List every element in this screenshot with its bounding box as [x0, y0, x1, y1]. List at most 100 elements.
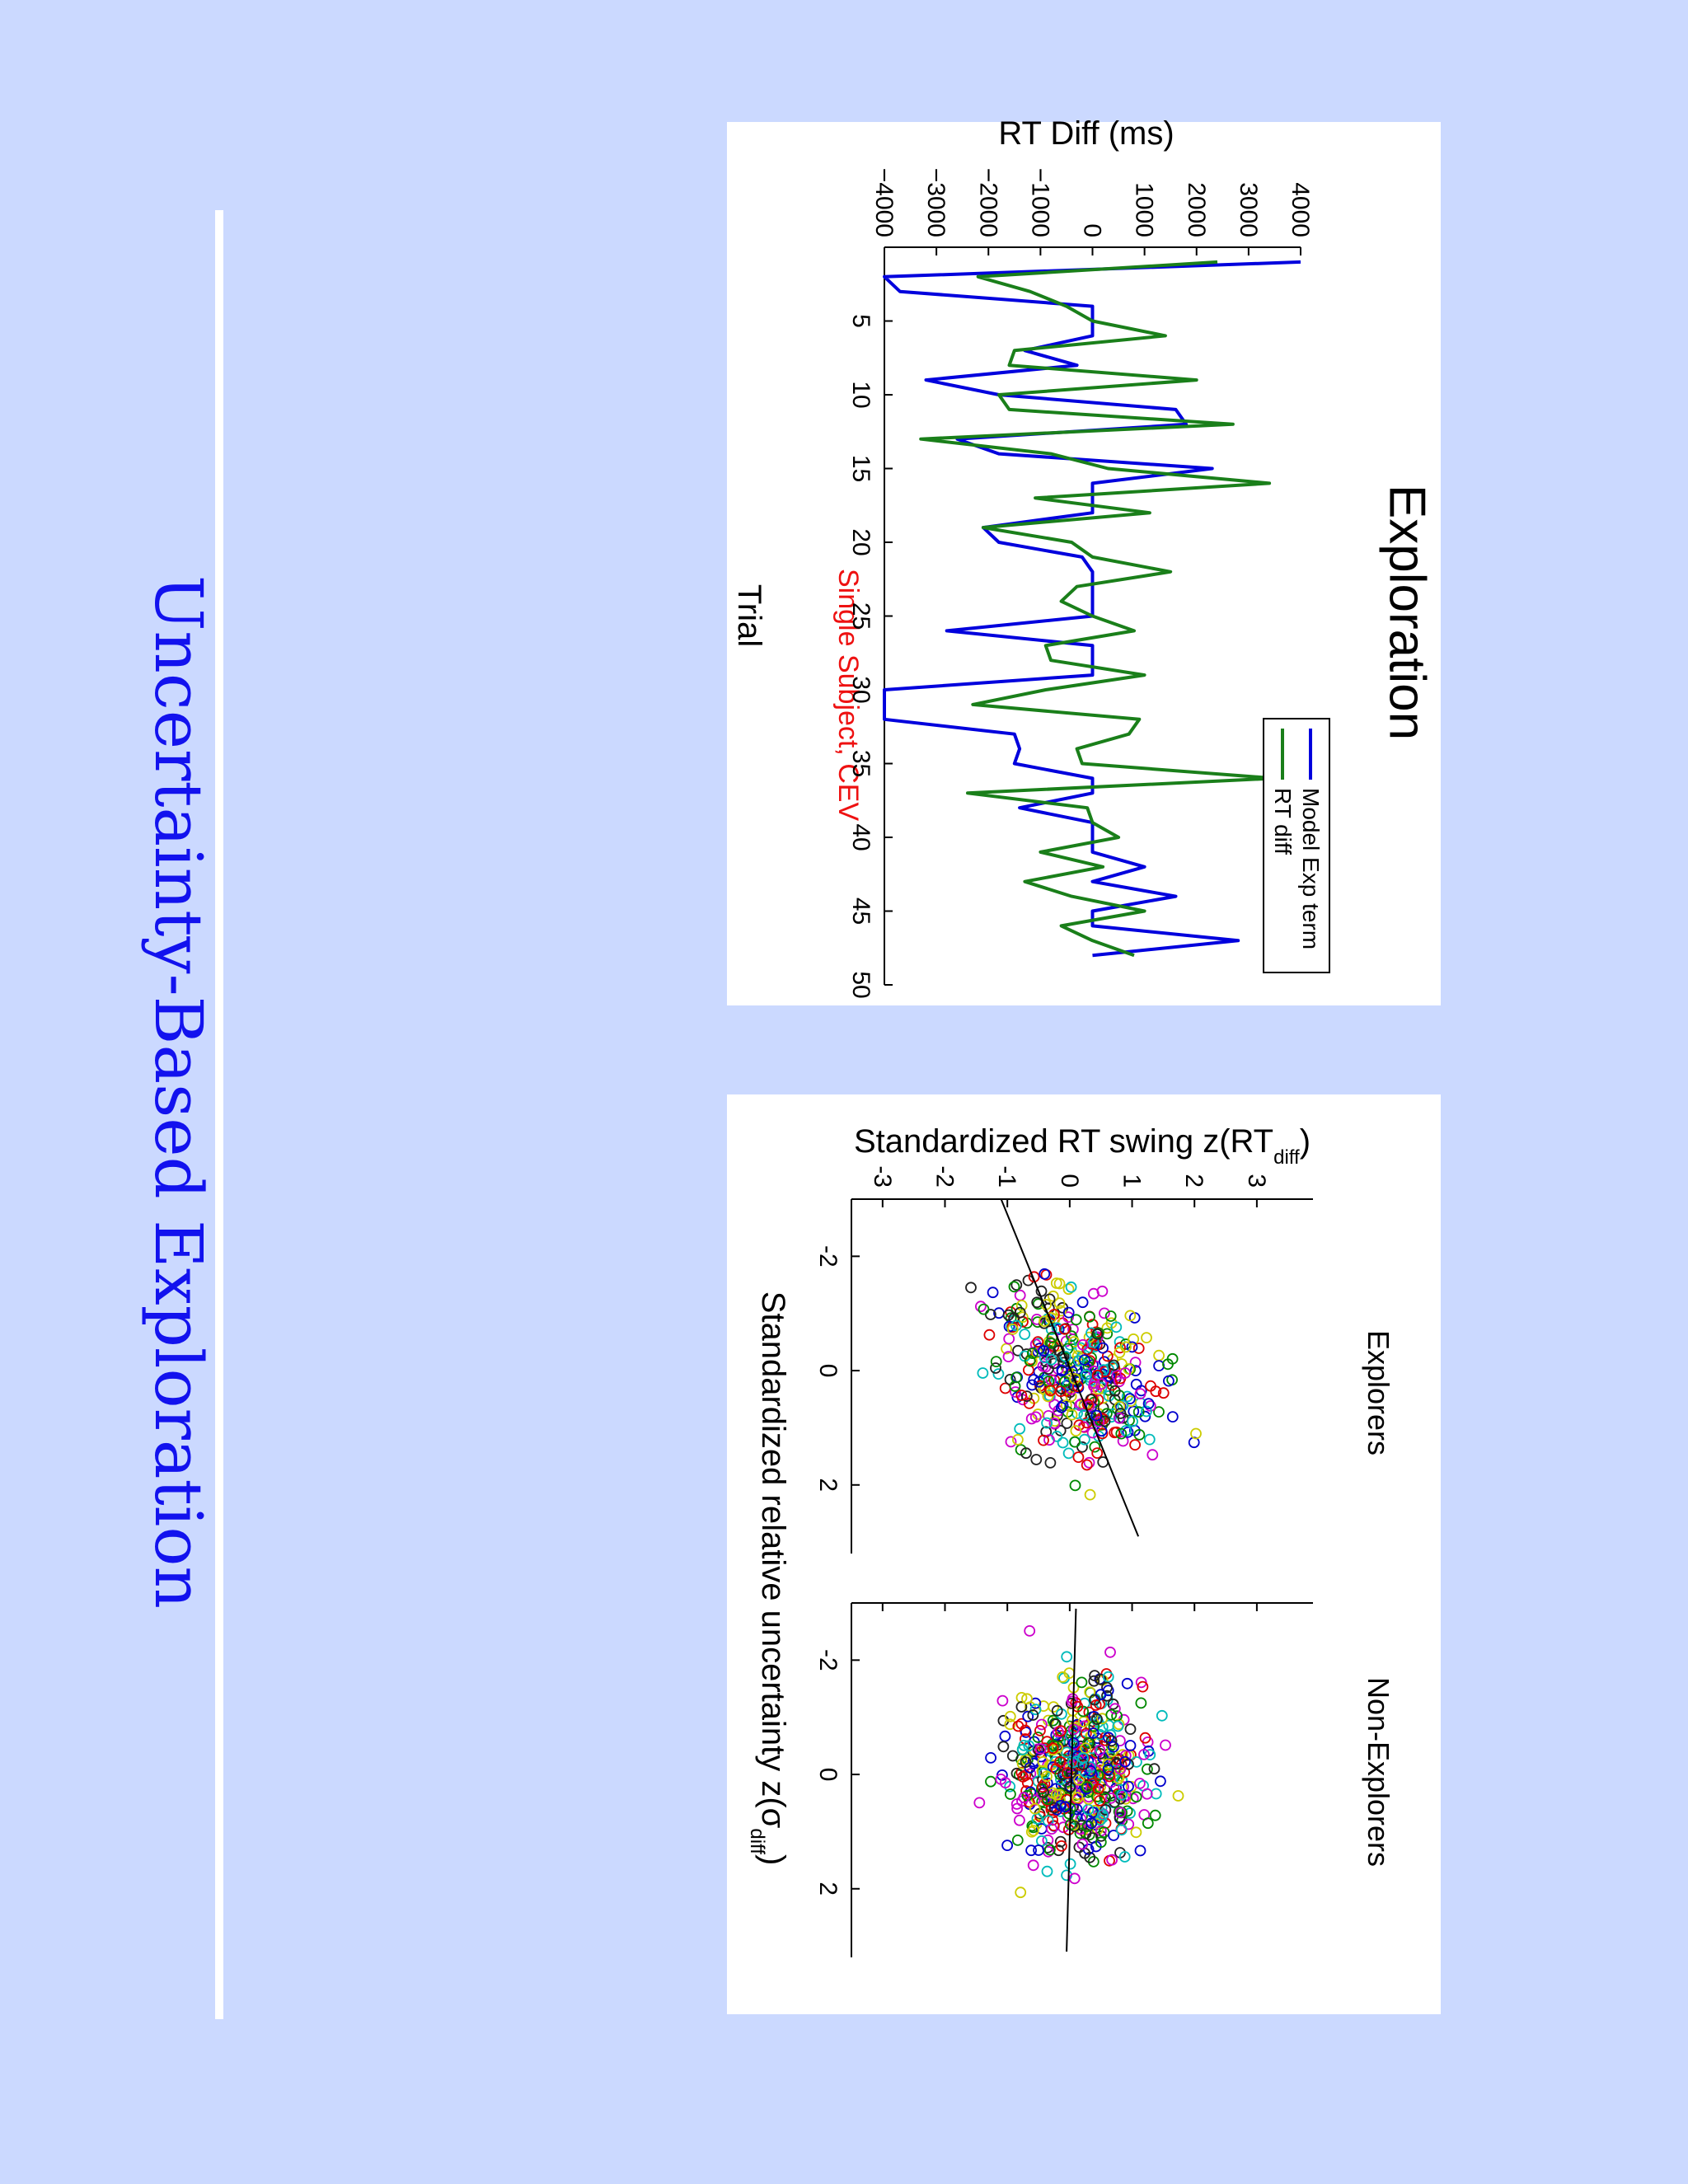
scatter-point: [1053, 1344, 1065, 1357]
non-explorers-points: [973, 1625, 1184, 1899]
explorers-points: [965, 1268, 1202, 1501]
scatter-point: [1039, 1268, 1051, 1280]
scatter-point: [1050, 1788, 1062, 1801]
scatter-point: [1121, 1805, 1133, 1817]
scatter-point: [1038, 1434, 1049, 1446]
scatter-point: [1105, 1735, 1118, 1747]
scatter-point: [1051, 1704, 1063, 1717]
scatter-point: [1067, 1380, 1080, 1392]
legend-box: [1263, 718, 1330, 973]
scatter-point: [1141, 1405, 1152, 1418]
y-tick-label: 4000: [1287, 182, 1314, 237]
scatter-point: [1041, 1770, 1053, 1783]
facet-title-non-explorers: Non-Explorers: [1362, 1677, 1395, 1867]
scatter-point: [1093, 1327, 1104, 1339]
scatter-point: [1114, 1811, 1126, 1824]
scatter-point: [1081, 1781, 1093, 1793]
scatter-point: [1061, 1418, 1073, 1429]
legend-label-rt-diff: RT diff: [1270, 788, 1296, 855]
scatter-point: [999, 1777, 1011, 1789]
scatter-point: [1077, 1338, 1089, 1351]
scatter-point: [1120, 1341, 1132, 1353]
scatter-point: [1065, 1730, 1076, 1742]
scatter-point: [1110, 1321, 1123, 1333]
scatter-point: [1123, 1818, 1135, 1830]
scatter-y-label-main: Standardized RT swing z(RT: [854, 1123, 1273, 1160]
scatter-point: [1132, 1343, 1145, 1354]
scatter-point: [1027, 1347, 1039, 1359]
scatter-x-tick-label: 2: [814, 1882, 842, 1896]
scatter-point: [1114, 1413, 1126, 1424]
scatter-point: [1056, 1840, 1067, 1852]
scatter-point: [1100, 1793, 1112, 1804]
scatter-point: [1091, 1328, 1104, 1340]
scatter-point: [1101, 1350, 1114, 1362]
scatter-point: [1072, 1451, 1085, 1463]
scatter-point: [1109, 1703, 1121, 1715]
scatter-point: [1076, 1676, 1088, 1689]
scatter-point: [1084, 1310, 1095, 1323]
scatter-point: [1053, 1277, 1066, 1290]
scatter-y-tick-label: 3: [1243, 1174, 1270, 1188]
scatter-point: [1112, 1720, 1124, 1732]
scatter-point: [1012, 1720, 1025, 1732]
scatter-point: [1002, 1309, 1015, 1321]
scatter-point: [1085, 1761, 1096, 1773]
scatter-point: [1124, 1310, 1137, 1322]
scatter-point: [1097, 1342, 1109, 1354]
scatter-point: [1082, 1736, 1095, 1749]
scatter-point: [1020, 1390, 1033, 1402]
scatter-point: [1119, 1755, 1131, 1768]
scatter-point: [1015, 1390, 1028, 1401]
scatter-y-label-end: ): [1300, 1123, 1311, 1160]
scatter-point: [1090, 1339, 1103, 1352]
scatter-point: [1055, 1799, 1067, 1811]
scatter-point: [1090, 1409, 1103, 1422]
scatter-point: [1066, 1408, 1078, 1421]
scatter-point: [1090, 1699, 1102, 1711]
scatter-x-tick-label: -2: [814, 1245, 842, 1268]
scatter-axes: -2 0 2 -3 -2 -1 0 1 2 3 -2 0 2: [814, 1165, 1313, 1957]
scatter-point: [1132, 1406, 1145, 1418]
scatter-point: [1124, 1723, 1137, 1736]
scatter-point: [1114, 1342, 1126, 1354]
line-chart: Exploration RT Diff (ms) Trial Single Su…: [727, 115, 1441, 1005]
scatter-point: [1037, 1781, 1048, 1793]
scatter-y-axis-label: Standardized RT swing z(RTdiff): [854, 1123, 1311, 1169]
scatter-point: [1044, 1337, 1057, 1349]
scatter-point: [1124, 1393, 1136, 1404]
x-tick-label: 50: [847, 971, 874, 998]
scatter-point: [1119, 1367, 1131, 1379]
scatter-point: [1079, 1697, 1090, 1709]
x-tick-label: 5: [847, 314, 874, 328]
scatter-point: [1048, 1418, 1061, 1429]
scatter-point: [1122, 1426, 1134, 1438]
scatter-point: [1006, 1750, 1019, 1762]
scatter-point: [1093, 1416, 1105, 1427]
scatter-point: [1127, 1415, 1138, 1427]
scatter-point: [1126, 1341, 1138, 1353]
scatter-point: [1088, 1675, 1100, 1687]
scatter-point: [1010, 1386, 1021, 1398]
scatter-point: [1070, 1314, 1082, 1326]
scatter-point: [1138, 1748, 1150, 1760]
scatter-point: [1124, 1740, 1137, 1751]
scatter-point: [1062, 1767, 1073, 1779]
x-tick-label: 10: [847, 381, 874, 408]
scatter-point: [1015, 1886, 1027, 1899]
scatter-point: [1048, 1701, 1060, 1713]
scatter-point: [1061, 1793, 1073, 1806]
scatter-chart-background: [727, 1094, 1441, 2014]
scatter-y-tick-label: 1: [1118, 1174, 1146, 1188]
scatter-point: [1148, 1763, 1160, 1775]
scatter-point: [1058, 1323, 1071, 1335]
scatter-point: [1102, 1671, 1114, 1683]
scatter-point: [1097, 1392, 1109, 1404]
scatter-y-tick-label: -1: [993, 1165, 1020, 1188]
scatter-point: [1055, 1401, 1067, 1413]
x-tick-label: 30: [847, 676, 874, 703]
scatter-point: [1005, 1788, 1016, 1800]
scatter-point: [1085, 1327, 1097, 1339]
scatter-point: [1011, 1834, 1024, 1846]
